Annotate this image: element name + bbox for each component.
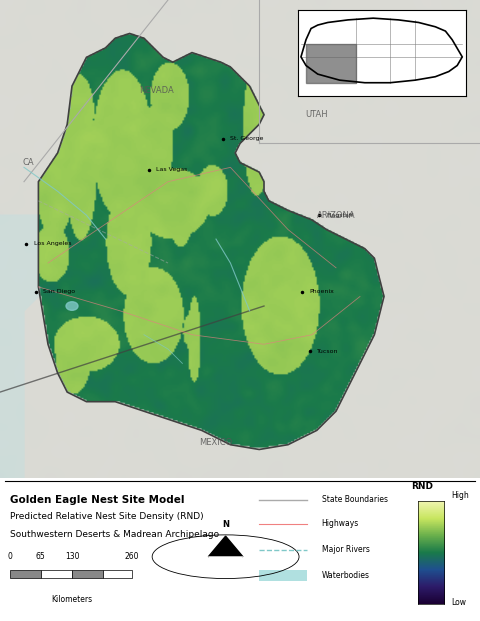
Text: Las Vegas: Las Vegas (156, 167, 187, 172)
Text: Low: Low (451, 598, 466, 607)
Text: Major Rivers: Major Rivers (322, 545, 370, 554)
Text: State Boundaries: State Boundaries (322, 495, 388, 504)
FancyBboxPatch shape (41, 569, 72, 578)
Text: Flagstaff: Flagstaff (326, 212, 354, 218)
Text: UTAH: UTAH (305, 111, 328, 119)
Text: Kilometers: Kilometers (51, 596, 93, 604)
Polygon shape (208, 536, 243, 556)
FancyBboxPatch shape (10, 569, 41, 578)
Text: MEXICO: MEXICO (199, 438, 233, 446)
Text: N: N (222, 520, 229, 529)
Text: Southwestern Deserts & Madrean Archipelago: Southwestern Deserts & Madrean Archipela… (10, 530, 219, 538)
Text: 130: 130 (65, 552, 79, 561)
Text: Predicted Relative Nest Site Density (RND): Predicted Relative Nest Site Density (RN… (10, 512, 203, 522)
Text: Phoenix: Phoenix (310, 289, 335, 294)
Polygon shape (0, 215, 58, 478)
Text: 0: 0 (7, 552, 12, 561)
Text: 260: 260 (125, 552, 139, 561)
Ellipse shape (66, 302, 78, 310)
Text: NEVADA: NEVADA (139, 86, 173, 96)
Text: CA: CA (23, 158, 35, 167)
Text: Tucson: Tucson (317, 349, 338, 354)
Text: Waterbodies: Waterbodies (322, 571, 370, 580)
FancyBboxPatch shape (259, 569, 307, 581)
FancyBboxPatch shape (103, 569, 132, 578)
Text: Los Angeles: Los Angeles (34, 242, 71, 247)
Polygon shape (208, 556, 243, 578)
Text: High: High (451, 491, 469, 500)
Text: San Diego: San Diego (43, 289, 75, 294)
Text: Golden Eagle Nest Site Model: Golden Eagle Nest Site Model (10, 496, 184, 505)
Text: Highways: Highways (322, 519, 359, 528)
Text: ARIZONA: ARIZONA (317, 211, 355, 220)
Text: St. George: St. George (230, 136, 264, 141)
Text: RND: RND (411, 483, 433, 491)
Text: 65: 65 (36, 552, 46, 561)
FancyBboxPatch shape (72, 569, 103, 578)
Polygon shape (306, 44, 356, 83)
